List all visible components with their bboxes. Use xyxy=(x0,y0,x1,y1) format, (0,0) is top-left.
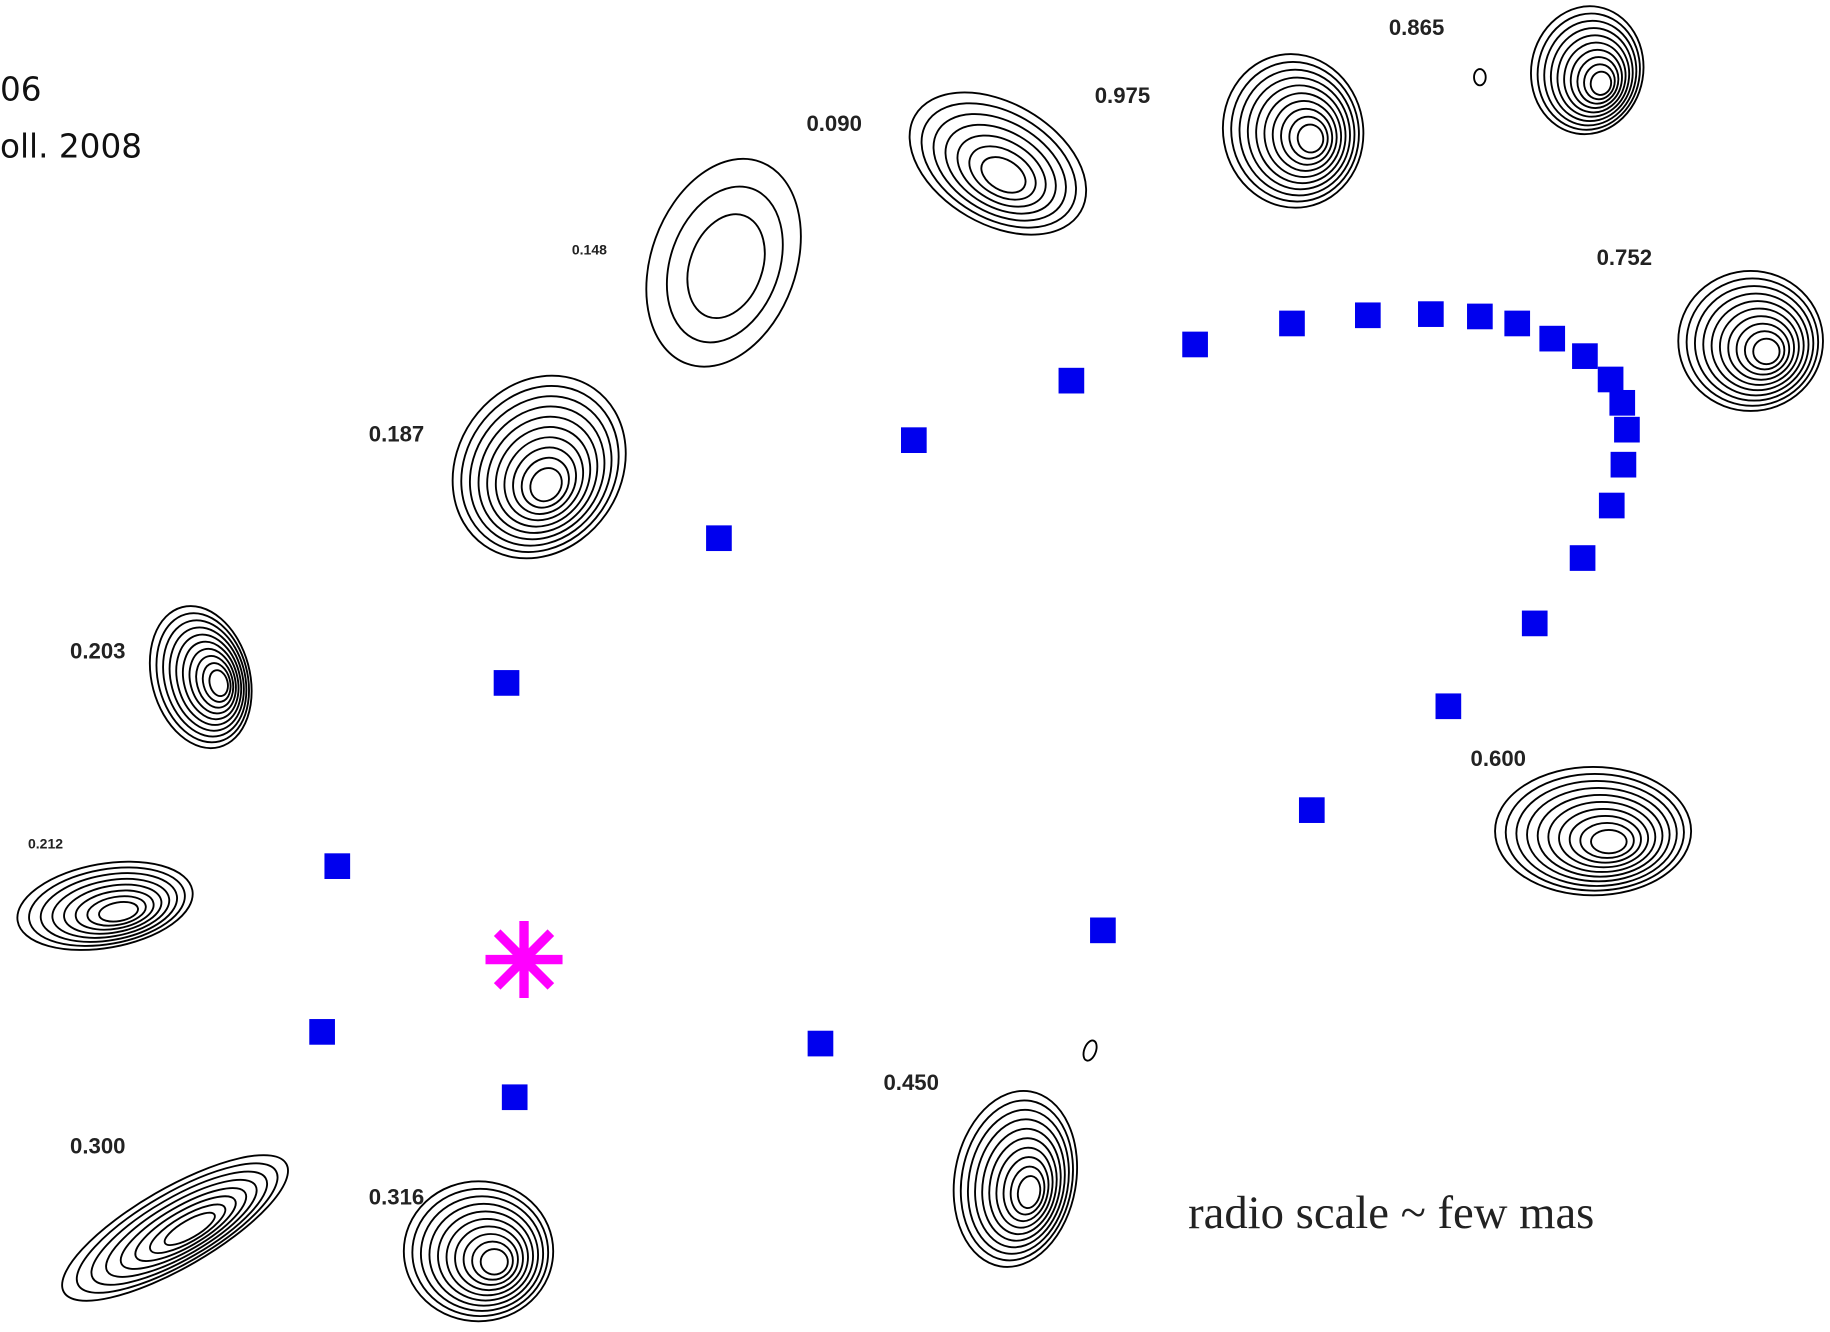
contour xyxy=(1015,1174,1042,1210)
orbit-point xyxy=(1522,611,1548,637)
orbit-point xyxy=(494,670,520,696)
orbit-point xyxy=(1355,302,1381,328)
contour xyxy=(1528,5,1649,138)
phase-label: 0.203 xyxy=(70,638,125,663)
contour xyxy=(465,395,620,554)
contour xyxy=(619,137,828,388)
orbit-point xyxy=(309,1019,335,1045)
orbit-point xyxy=(1609,390,1635,416)
orbit-point xyxy=(1614,417,1640,443)
orbit-point xyxy=(1504,311,1530,337)
contour xyxy=(1506,774,1684,891)
contour xyxy=(60,878,165,941)
contour xyxy=(481,1249,508,1274)
contour xyxy=(1548,802,1655,872)
contour xyxy=(646,170,803,358)
orbit-point xyxy=(1090,918,1116,944)
orbit-point xyxy=(1539,326,1565,352)
caption-line: oll. 2008 xyxy=(0,128,142,166)
phase-label: 0.090 xyxy=(806,111,861,136)
contour xyxy=(1296,122,1326,154)
orbit-point xyxy=(808,1031,834,1057)
contour xyxy=(1589,70,1613,97)
contour xyxy=(1753,339,1779,364)
contour xyxy=(429,355,650,583)
orbit-figure: 06 oll. 2008 radio scale ~ few mas 0.865… xyxy=(0,0,1830,1332)
contour xyxy=(1081,1039,1099,1063)
orbit-point xyxy=(1299,797,1325,823)
contour xyxy=(438,1211,533,1300)
contour xyxy=(77,1152,281,1305)
orbit-point xyxy=(1570,545,1596,571)
contour xyxy=(960,135,1045,210)
contour xyxy=(94,1163,269,1294)
phase-label: 0.752 xyxy=(1597,245,1652,270)
orbit-point xyxy=(1059,368,1085,394)
contour xyxy=(1695,286,1813,401)
contour xyxy=(1591,830,1627,853)
contour xyxy=(945,121,1058,221)
contour xyxy=(1474,69,1486,85)
phase-label: 0.212 xyxy=(28,836,63,852)
phase-label: 0.450 xyxy=(883,1070,938,1095)
orbit-point xyxy=(1279,311,1305,337)
scale-note: radio scale ~ few mas xyxy=(1188,1187,1594,1239)
phase-label: 0.600 xyxy=(1471,746,1526,771)
orbit-point xyxy=(1182,332,1208,358)
phase-label: 0.975 xyxy=(1095,83,1150,108)
contour xyxy=(421,1196,543,1311)
orbit-point xyxy=(1611,452,1637,478)
contour xyxy=(417,342,661,593)
orbit-point xyxy=(1436,693,1462,719)
phase-label: 0.300 xyxy=(70,1133,125,1158)
caption-line: 06 xyxy=(0,71,42,109)
contour xyxy=(61,1140,294,1315)
contour xyxy=(1286,114,1331,162)
star-position xyxy=(486,921,563,998)
phase-label: 0.187 xyxy=(369,421,424,446)
orbit-point xyxy=(324,853,350,879)
orbit-point xyxy=(1418,301,1444,327)
orbit-point xyxy=(502,1084,528,1110)
contour xyxy=(524,462,568,508)
orbit-point xyxy=(1572,343,1598,369)
phase-label: 0.148 xyxy=(572,242,607,258)
contour xyxy=(900,78,1098,254)
orbit-point xyxy=(1467,304,1493,330)
phase-label: 0.316 xyxy=(369,1185,424,1210)
contour xyxy=(885,63,1111,264)
orbit-point xyxy=(901,427,927,453)
contour xyxy=(975,150,1032,200)
phase-label: 0.865 xyxy=(1389,15,1444,40)
orbit-point xyxy=(706,525,732,551)
orbit-point xyxy=(1599,493,1625,519)
orbit-point xyxy=(1598,367,1624,393)
contour xyxy=(1538,795,1663,877)
